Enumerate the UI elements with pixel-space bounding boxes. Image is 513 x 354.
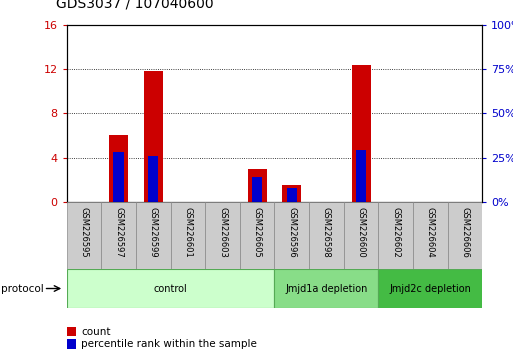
Bar <box>287 188 297 202</box>
Text: GSM226605: GSM226605 <box>252 207 262 258</box>
Text: GSM226598: GSM226598 <box>322 207 331 258</box>
Text: GSM226599: GSM226599 <box>149 207 158 258</box>
Bar <box>351 65 370 202</box>
Bar <box>356 150 366 202</box>
Bar <box>113 152 124 202</box>
Text: GSM226606: GSM226606 <box>460 207 469 258</box>
Text: control: control <box>154 284 187 293</box>
Bar <box>282 185 301 202</box>
Bar <box>309 202 344 269</box>
Text: GSM226602: GSM226602 <box>391 207 400 258</box>
Bar <box>248 169 267 202</box>
Bar <box>344 202 378 269</box>
Text: GSM226597: GSM226597 <box>114 207 123 258</box>
Text: percentile rank within the sample: percentile rank within the sample <box>81 339 257 349</box>
Bar <box>274 202 309 269</box>
Bar <box>136 202 170 269</box>
Bar <box>205 202 240 269</box>
Text: GSM226600: GSM226600 <box>357 207 366 258</box>
Text: protocol: protocol <box>1 284 44 293</box>
Bar <box>447 202 482 269</box>
Bar <box>67 269 274 308</box>
Bar <box>413 202 447 269</box>
Bar <box>170 202 205 269</box>
Bar <box>67 327 76 336</box>
Bar <box>67 339 76 349</box>
Bar <box>67 202 101 269</box>
Text: GSM226596: GSM226596 <box>287 207 297 258</box>
Bar <box>378 269 482 308</box>
Bar <box>144 71 163 202</box>
Bar <box>101 202 136 269</box>
Bar <box>109 136 128 202</box>
Text: GDS3037 / 107040600: GDS3037 / 107040600 <box>56 0 214 11</box>
Text: GSM226601: GSM226601 <box>183 207 192 258</box>
Text: Jmjd1a depletion: Jmjd1a depletion <box>285 284 368 293</box>
Bar <box>252 177 262 202</box>
Text: GSM226604: GSM226604 <box>426 207 435 258</box>
Bar <box>274 269 378 308</box>
Bar <box>378 202 413 269</box>
Bar <box>148 156 159 202</box>
Bar <box>240 202 274 269</box>
Text: GSM226603: GSM226603 <box>218 207 227 258</box>
Text: count: count <box>81 326 111 337</box>
Text: Jmjd2c depletion: Jmjd2c depletion <box>389 284 471 293</box>
Text: GSM226595: GSM226595 <box>80 207 89 258</box>
